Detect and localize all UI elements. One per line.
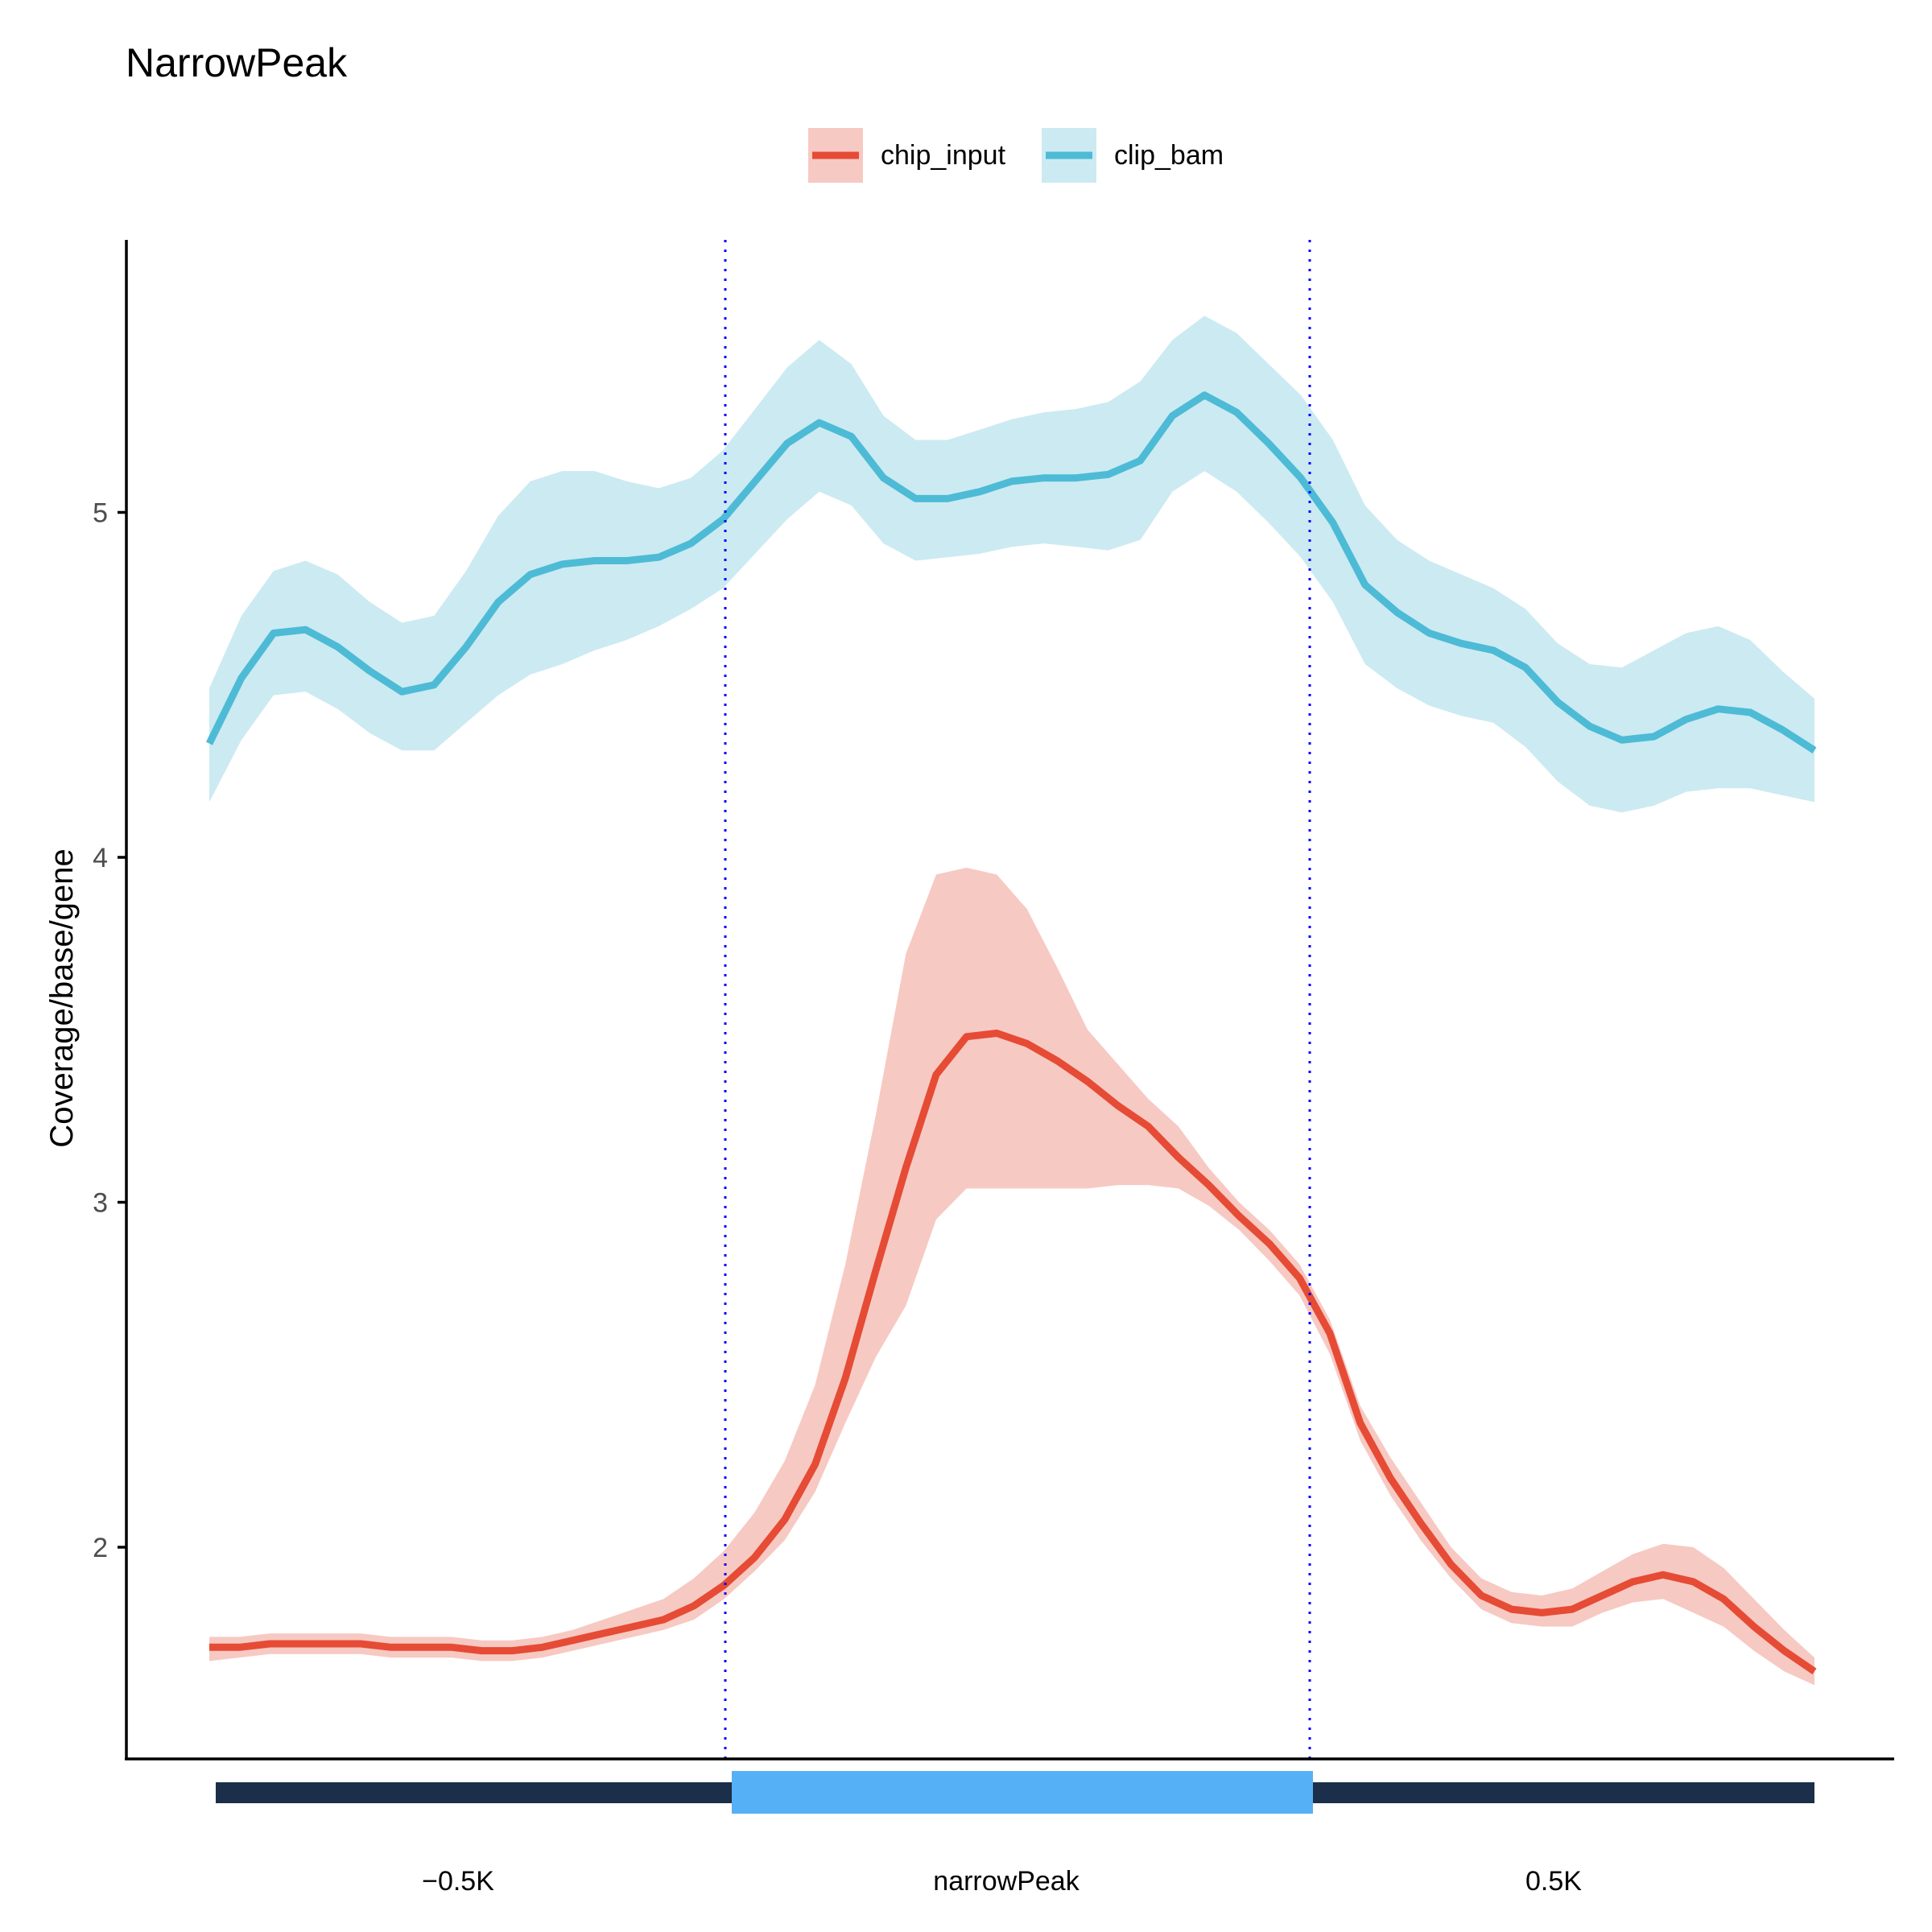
series-lines (205, 391, 1817, 1675)
confidence-bands (209, 316, 1814, 1686)
legend-label-clip-bam: clip_bam (1114, 140, 1224, 171)
series-line-chip-input (209, 1030, 1817, 1675)
peak-boundary-lines (724, 240, 1311, 1759)
y-axis-ticks: 2 3 4 5 (93, 498, 126, 1563)
gene-track (216, 1771, 1814, 1814)
y-tick-label-4: 4 (93, 843, 108, 873)
legend: chip_input clip_bam (808, 128, 1224, 183)
x-tick-label-0-5k: 0.5K (1525, 1866, 1582, 1897)
y-axis-label: Coverage/base/gene (44, 848, 80, 1147)
confidence-band-clip-bam (209, 316, 1814, 813)
y-tick-label-2: 2 (93, 1533, 108, 1563)
chart-title: NarrowPeak (126, 40, 348, 85)
series-line-clip-bam (205, 391, 1817, 753)
legend-label-chip-input: chip_input (881, 140, 1006, 171)
x-tick-label-minus-0-5k: −0.5K (422, 1866, 494, 1897)
y-tick-label-5: 5 (93, 498, 108, 529)
gene-track-peak-region (732, 1771, 1313, 1814)
confidence-band-chip-input (209, 867, 1814, 1686)
x-tick-label-narrowpeak: narrowPeak (933, 1866, 1080, 1897)
y-tick-label-3: 3 (93, 1188, 108, 1219)
